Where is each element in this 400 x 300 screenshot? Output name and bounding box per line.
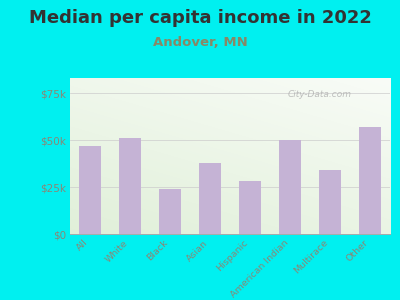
Bar (199, 163, 221, 234)
Bar (159, 189, 181, 234)
Text: Andover, MN: Andover, MN (153, 36, 247, 49)
Bar (239, 182, 261, 234)
Bar (279, 140, 301, 234)
Bar (119, 138, 141, 234)
Text: City-Data.com: City-Data.com (288, 91, 352, 100)
Bar (79, 146, 101, 234)
Bar (319, 170, 341, 234)
Bar (359, 127, 381, 234)
Text: Median per capita income in 2022: Median per capita income in 2022 (28, 9, 372, 27)
